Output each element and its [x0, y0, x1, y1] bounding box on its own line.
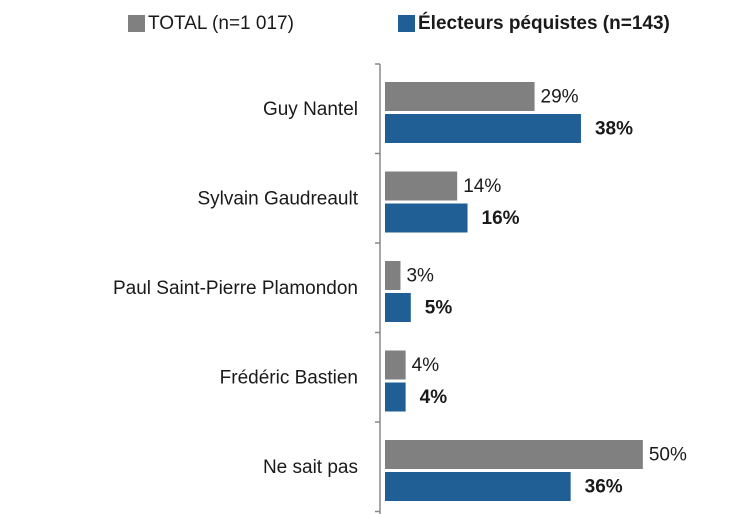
bar — [385, 114, 581, 143]
y-tick-label: Frédéric Bastien — [220, 367, 358, 388]
bar — [385, 293, 411, 322]
bar — [385, 440, 643, 469]
bar — [385, 350, 406, 380]
data-label: 36% — [585, 477, 623, 498]
legend-swatch — [128, 15, 145, 32]
legend-label: TOTAL (n=1 017) — [148, 13, 294, 34]
bar — [385, 171, 458, 201]
data-label: 16% — [482, 208, 520, 229]
data-label: 4% — [412, 355, 440, 376]
y-tick-label: Sylvain Gaudreault — [197, 188, 358, 209]
data-label: 14% — [463, 176, 501, 197]
data-label: 50% — [649, 445, 687, 466]
y-tick-label: Paul Saint-Pierre Plamondon — [113, 278, 358, 299]
data-label: 5% — [425, 298, 453, 319]
y-tick-label: Ne sait pas — [263, 457, 358, 478]
bar — [385, 261, 401, 290]
bar — [385, 203, 468, 233]
bar — [385, 382, 406, 412]
data-label: 3% — [406, 266, 434, 287]
bar — [385, 82, 535, 111]
legend-swatch — [398, 15, 415, 32]
bar — [385, 472, 571, 501]
data-label: 29% — [541, 87, 579, 108]
data-label: 38% — [595, 119, 633, 140]
legend-label: Électeurs péquistes (n=143) — [418, 12, 670, 34]
y-tick-label: Guy Nantel — [263, 99, 358, 120]
data-label: 4% — [420, 387, 448, 408]
